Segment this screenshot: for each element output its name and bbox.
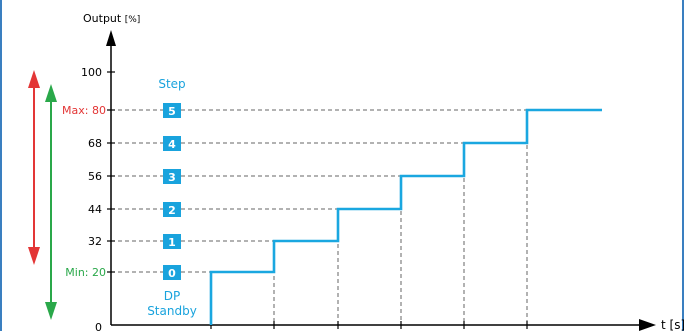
svg-text:5: 5 [168, 105, 176, 118]
y-axis-arrowhead [106, 30, 116, 46]
y-tick-label-44: 44 [88, 203, 102, 216]
standby-label-line2: Standby [147, 304, 197, 318]
step-boxes: 5 4 3 2 1 0 [163, 103, 181, 280]
svg-text:2: 2 [168, 204, 176, 217]
svg-text:4: 4 [168, 138, 176, 151]
y-tick-label-56: 56 [88, 170, 102, 183]
max-label: Max: 80 [62, 104, 106, 117]
svg-text:1: 1 [168, 236, 176, 249]
svg-text:0: 0 [168, 267, 176, 280]
step-header: Step [158, 77, 185, 91]
step-box-2: 2 [163, 202, 181, 217]
y-tick-label-32: 32 [88, 235, 102, 248]
y-tick-marks [107, 71, 115, 273]
min-range-arrow [45, 84, 57, 320]
min-range-arrowhead-up [45, 84, 57, 102]
y-axis-label: Output [%] [83, 12, 140, 25]
y-tick-label-68: 68 [88, 137, 102, 150]
standby-label-line1: DP [164, 289, 180, 303]
step-box-3: 3 [163, 169, 181, 184]
max-range-arrowhead-down [28, 247, 40, 265]
step-output-line [209, 108, 602, 325]
step-box-0: 0 [163, 265, 181, 280]
axes [110, 40, 645, 326]
max-range-arrowhead-up [28, 70, 40, 88]
min-label: Min: 20 [65, 266, 106, 279]
step-box-1: 1 [163, 234, 181, 249]
max-range-arrow [28, 70, 40, 265]
step-box-4: 4 [163, 136, 181, 151]
x-axis-label: t [s] [661, 318, 684, 331]
y-tick-label-0: 0 [95, 321, 102, 331]
svg-text:3: 3 [168, 171, 176, 184]
step-box-5: 5 [163, 103, 181, 118]
y-tick-label-100: 100 [81, 66, 102, 79]
min-range-arrowhead-down [45, 302, 57, 320]
x-axis-arrowhead [639, 319, 656, 331]
y-tick-labels: 100 68 56 44 32 0 [81, 66, 102, 334]
